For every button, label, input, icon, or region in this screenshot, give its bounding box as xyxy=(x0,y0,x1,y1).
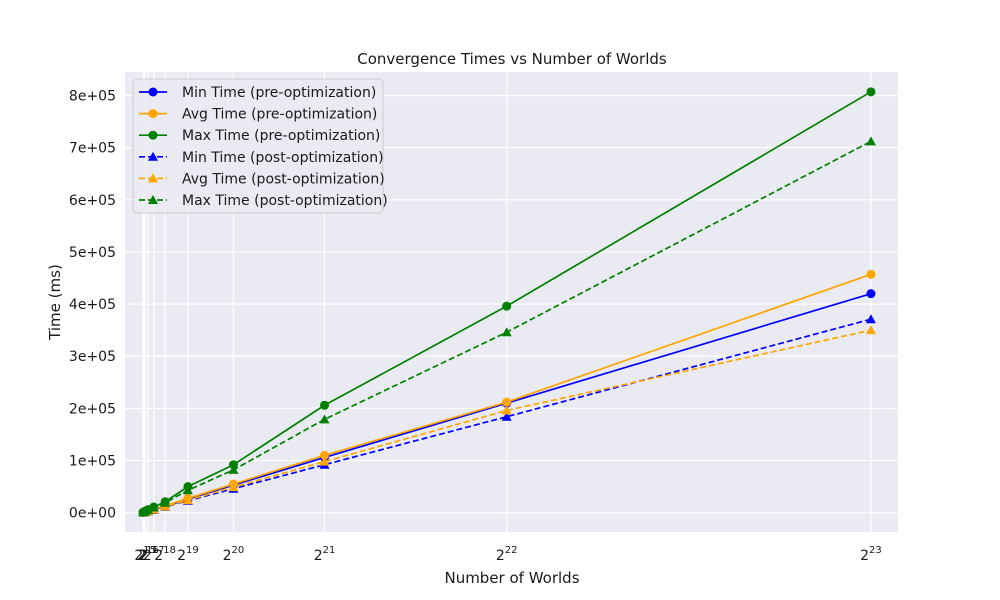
x-tick-exponent: 22 xyxy=(505,545,518,556)
x-tick-exponent: 16 xyxy=(146,545,159,556)
x-tick-label: 215 xyxy=(134,545,156,564)
x-tick-base: 2 xyxy=(177,548,186,564)
data-point xyxy=(319,456,330,466)
legend-marker xyxy=(148,195,158,204)
x-tick-base: 2 xyxy=(137,548,146,564)
x-tick-exponent: 20 xyxy=(232,545,245,556)
data-point xyxy=(148,502,159,512)
legend-item: Avg Time (post-optimization) xyxy=(139,171,385,187)
y-tick-label: 3e+05 xyxy=(69,349,116,365)
x-tick-label: 217 xyxy=(143,545,165,564)
x-tick-exponent: 18 xyxy=(163,545,176,556)
data-point xyxy=(228,464,239,474)
y-tick-label: 2e+05 xyxy=(69,401,116,417)
data-point xyxy=(228,460,238,470)
y-tick-label: 6e+05 xyxy=(69,193,116,209)
legend-marker xyxy=(148,151,158,161)
x-tick-label: 2 xyxy=(139,548,148,564)
data-point xyxy=(160,497,171,507)
chart-title: Convergence Times vs Number of Worlds xyxy=(357,50,667,68)
y-tick-label: 7e+05 xyxy=(69,141,116,157)
legend-item: Min Time (pre-optimization) xyxy=(139,85,376,101)
data-point xyxy=(228,482,239,492)
x-tick-base: 2 xyxy=(223,548,232,564)
x-tick-base: 2 xyxy=(154,548,163,564)
x-tick-base: 2 xyxy=(314,548,323,564)
data-point xyxy=(501,405,512,415)
x-tick-base: 2 xyxy=(134,548,143,564)
x-tick-label: 220 xyxy=(223,545,245,564)
x-tick-base: 2 xyxy=(139,548,148,564)
legend-label: Avg Time (pre-optimization) xyxy=(182,107,377,123)
legend-item: Min Time (post-optimization) xyxy=(139,150,384,166)
x-tick-exponent: 19 xyxy=(186,545,199,556)
x-tick-exponent: 21 xyxy=(323,545,336,556)
y-tick-label: 8e+05 xyxy=(69,88,116,104)
x-tick-label: 2 xyxy=(139,548,148,564)
x-tick-label: 216 xyxy=(137,545,159,564)
data-point xyxy=(502,397,512,407)
series-6 xyxy=(138,136,876,517)
data-point xyxy=(865,136,876,146)
legend-label: Min Time (post-optimization) xyxy=(182,150,384,166)
y-tick-label: 4e+05 xyxy=(69,297,116,313)
data-point xyxy=(320,450,330,460)
legend-item: Max Time (post-optimization) xyxy=(139,193,388,209)
y-axis-label: Time (ms) xyxy=(46,264,64,341)
data-point xyxy=(866,87,876,97)
data-point xyxy=(320,400,330,410)
data-point xyxy=(866,269,876,279)
x-axis-label: Number of Worlds xyxy=(444,569,579,587)
data-point xyxy=(319,414,330,424)
x-tick-label: 221 xyxy=(314,545,336,564)
y-tick-label: 0e+00 xyxy=(69,506,116,522)
x-tick-exponent: 15 xyxy=(143,545,156,556)
legend-marker xyxy=(148,109,158,119)
x-tick-label: 218 xyxy=(154,545,176,564)
data-point xyxy=(502,301,512,311)
data-point xyxy=(865,314,876,324)
data-point xyxy=(866,289,876,299)
x-tick-label: 223 xyxy=(860,545,882,564)
x-tick-label: 219 xyxy=(177,545,199,564)
legend-marker xyxy=(148,173,158,183)
data-point xyxy=(143,504,154,514)
legend-marker xyxy=(148,130,158,140)
x-tick-label: 222 xyxy=(496,545,518,564)
data-point xyxy=(501,327,512,337)
legend-label: Max Time (pre-optimization) xyxy=(182,128,380,144)
legend-marker xyxy=(148,87,158,97)
x-tick-exponent: 17 xyxy=(152,545,165,556)
legend-label: Avg Time (post-optimization) xyxy=(182,171,385,187)
y-tick-label: 1e+05 xyxy=(69,454,116,470)
legend-item: Avg Time (pre-optimization) xyxy=(139,107,377,123)
legend: Min Time (pre-optimization) Avg Time (pre… xyxy=(132,78,388,214)
data-point xyxy=(182,495,193,505)
x-tick-exponent: 23 xyxy=(869,545,882,556)
data-point xyxy=(865,325,876,335)
series-layer xyxy=(138,87,876,517)
legend-item: Max Time (pre-optimization) xyxy=(139,128,380,144)
y-tick-label: 5e+05 xyxy=(69,245,116,261)
legend-label: Min Time (pre-optimization) xyxy=(182,85,376,101)
x-tick-base: 2 xyxy=(496,548,505,564)
y-tick-labels: 0e+00 1e+05 2e+05 3e+05 4e+05 5e+05 6e+05 7e+05… xyxy=(69,88,116,521)
legend-label: Max Time (post-optimization) xyxy=(182,193,388,209)
legend-box xyxy=(132,78,384,214)
data-point xyxy=(501,411,512,421)
data-point xyxy=(182,485,193,495)
x-tick-base: 2 xyxy=(143,548,152,564)
x-tick-base: 2 xyxy=(139,548,148,564)
x-tick-base: 2 xyxy=(860,548,869,564)
